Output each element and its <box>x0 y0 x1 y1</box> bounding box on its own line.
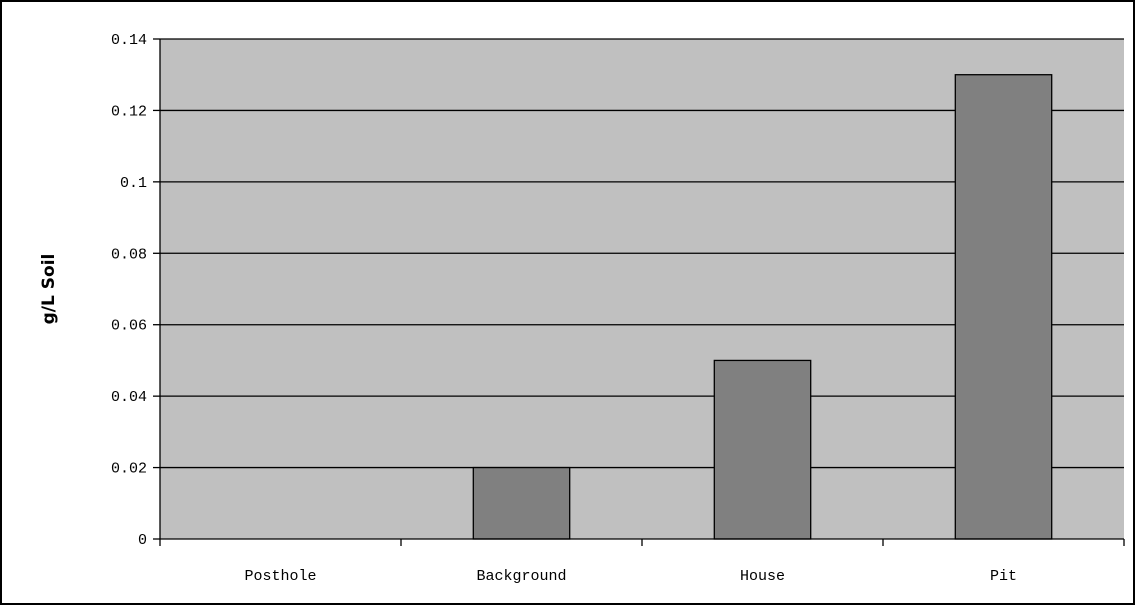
y-tick-label: 0.06 <box>111 318 147 335</box>
x-tick-label: Posthole <box>244 568 316 585</box>
x-tick-label: House <box>740 568 785 585</box>
y-tick-label: 0 <box>138 532 147 549</box>
y-tick-label: 0.04 <box>111 389 147 406</box>
x-tick-label: Pit <box>990 568 1017 585</box>
y-axis-title: g/L Soil <box>39 254 59 325</box>
y-tick-label: 0.02 <box>111 461 147 478</box>
bar-background <box>472 466 571 540</box>
y-tick-label: 0.14 <box>111 32 147 49</box>
y-tick-label: 0.1 <box>120 175 147 192</box>
x-tick-label: Background <box>476 568 566 585</box>
y-tick-label: 0.12 <box>111 103 147 120</box>
tick-labels: 0 0.02 0.04 0.06 0.08 0.1 0.12 0.14 Posthole Back… <box>111 32 1017 585</box>
y-tick-label: 0.08 <box>111 246 147 263</box>
bar-house <box>713 359 812 540</box>
axes <box>153 38 1125 546</box>
bar-pit <box>954 74 1053 540</box>
